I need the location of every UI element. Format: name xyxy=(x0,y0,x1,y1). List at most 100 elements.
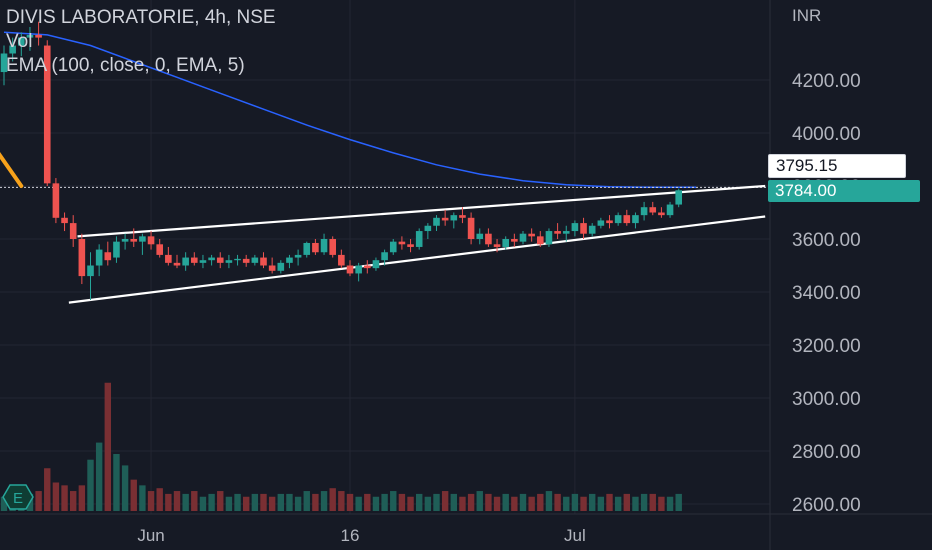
volume-bar xyxy=(95,442,103,511)
trendline-upper[interactable] xyxy=(77,184,766,238)
candle-body xyxy=(511,239,518,242)
candle xyxy=(649,201,657,216)
candle xyxy=(364,260,371,274)
volume-bar xyxy=(614,496,622,511)
candle-body xyxy=(450,215,458,221)
candle-body xyxy=(182,257,189,266)
volume-bar xyxy=(623,493,630,511)
last-price-tag: 3784.00 xyxy=(768,180,920,202)
volume-bar xyxy=(502,493,509,511)
candle xyxy=(424,223,432,239)
candle xyxy=(537,231,544,247)
volume-bar xyxy=(493,496,501,511)
candle-body xyxy=(537,236,544,245)
candle-body xyxy=(606,220,613,224)
candle-body xyxy=(441,217,449,221)
candle xyxy=(528,228,535,242)
candle xyxy=(147,231,155,250)
candle-body xyxy=(0,53,8,73)
earnings-icon[interactable]: E xyxy=(2,484,34,510)
candle-body xyxy=(640,207,648,216)
candle-body xyxy=(95,249,103,266)
candle xyxy=(294,249,302,266)
volume-bar xyxy=(329,488,336,511)
candle xyxy=(580,217,587,239)
volume-bar xyxy=(243,496,250,511)
volume-bar xyxy=(476,491,483,511)
candle-body xyxy=(234,258,241,261)
candle xyxy=(286,254,293,269)
candle-body xyxy=(225,260,233,263)
candle xyxy=(329,236,336,258)
price-axis[interactable]: 4200.004000.003800.003600.003400.003200.… xyxy=(792,71,861,516)
candle-body xyxy=(476,233,484,239)
candle xyxy=(165,246,172,266)
candle-body xyxy=(381,252,388,261)
candle xyxy=(346,260,354,277)
candle xyxy=(415,228,423,250)
volume-bar xyxy=(519,493,527,511)
candle-body xyxy=(165,254,172,263)
candle xyxy=(493,239,501,253)
candle-body xyxy=(398,241,406,245)
candle-body xyxy=(364,265,371,269)
volume-bar xyxy=(416,493,423,511)
candle-body xyxy=(216,257,224,263)
candle xyxy=(69,215,77,247)
candle-body xyxy=(588,225,596,234)
volume-bars xyxy=(0,382,682,511)
candle-body xyxy=(156,244,163,255)
candle-body xyxy=(545,231,553,245)
candle-body xyxy=(104,252,112,261)
candle xyxy=(554,223,561,239)
candle-body xyxy=(459,215,466,218)
volume-bar xyxy=(35,491,42,511)
candle xyxy=(121,233,129,250)
volume-bar xyxy=(571,493,579,511)
candle xyxy=(545,228,553,247)
candle xyxy=(338,249,345,269)
ema-100-line[interactable] xyxy=(3,31,696,189)
candle-body xyxy=(286,257,293,263)
candle xyxy=(208,254,215,266)
volume-bar xyxy=(589,493,596,511)
volume-bar xyxy=(87,459,94,511)
candle-body xyxy=(554,231,561,234)
candle-body xyxy=(35,34,42,38)
volume-bar xyxy=(640,493,648,511)
candle-body xyxy=(294,254,302,258)
candle-body xyxy=(614,215,622,224)
volume-bar xyxy=(147,491,155,511)
price-tick-label: 2800.00 xyxy=(792,442,861,463)
candle-body xyxy=(571,223,579,232)
volume-bar xyxy=(467,493,475,511)
volume-bar xyxy=(485,493,492,511)
arrow-drawing[interactable] xyxy=(0,149,24,188)
currency-label: INR xyxy=(792,6,822,25)
candle xyxy=(398,236,406,250)
candle xyxy=(182,252,189,271)
candle xyxy=(658,207,665,218)
volume-bar xyxy=(606,493,613,511)
price-tick-label: 3200.00 xyxy=(792,336,861,357)
candle-body xyxy=(389,241,397,253)
volume-bar xyxy=(199,496,207,511)
time-axis[interactable]: Jun 16 Jul xyxy=(137,526,585,545)
candle-body xyxy=(260,257,267,266)
earnings-badge-label: E xyxy=(13,490,23,507)
candle-body xyxy=(242,258,250,263)
trendline-lower[interactable] xyxy=(68,215,766,304)
candle xyxy=(562,225,570,242)
candle xyxy=(139,233,146,255)
volume-bar xyxy=(44,468,51,511)
volume-bar xyxy=(424,496,432,511)
candle-body xyxy=(312,242,319,253)
candle-body xyxy=(666,204,674,216)
candle-body xyxy=(467,217,475,239)
price-tick-label: 2600.00 xyxy=(792,495,861,516)
volume-bar xyxy=(173,491,181,511)
volume-bar xyxy=(649,493,656,511)
volume-bar xyxy=(666,496,674,511)
volume-bar xyxy=(303,491,310,511)
